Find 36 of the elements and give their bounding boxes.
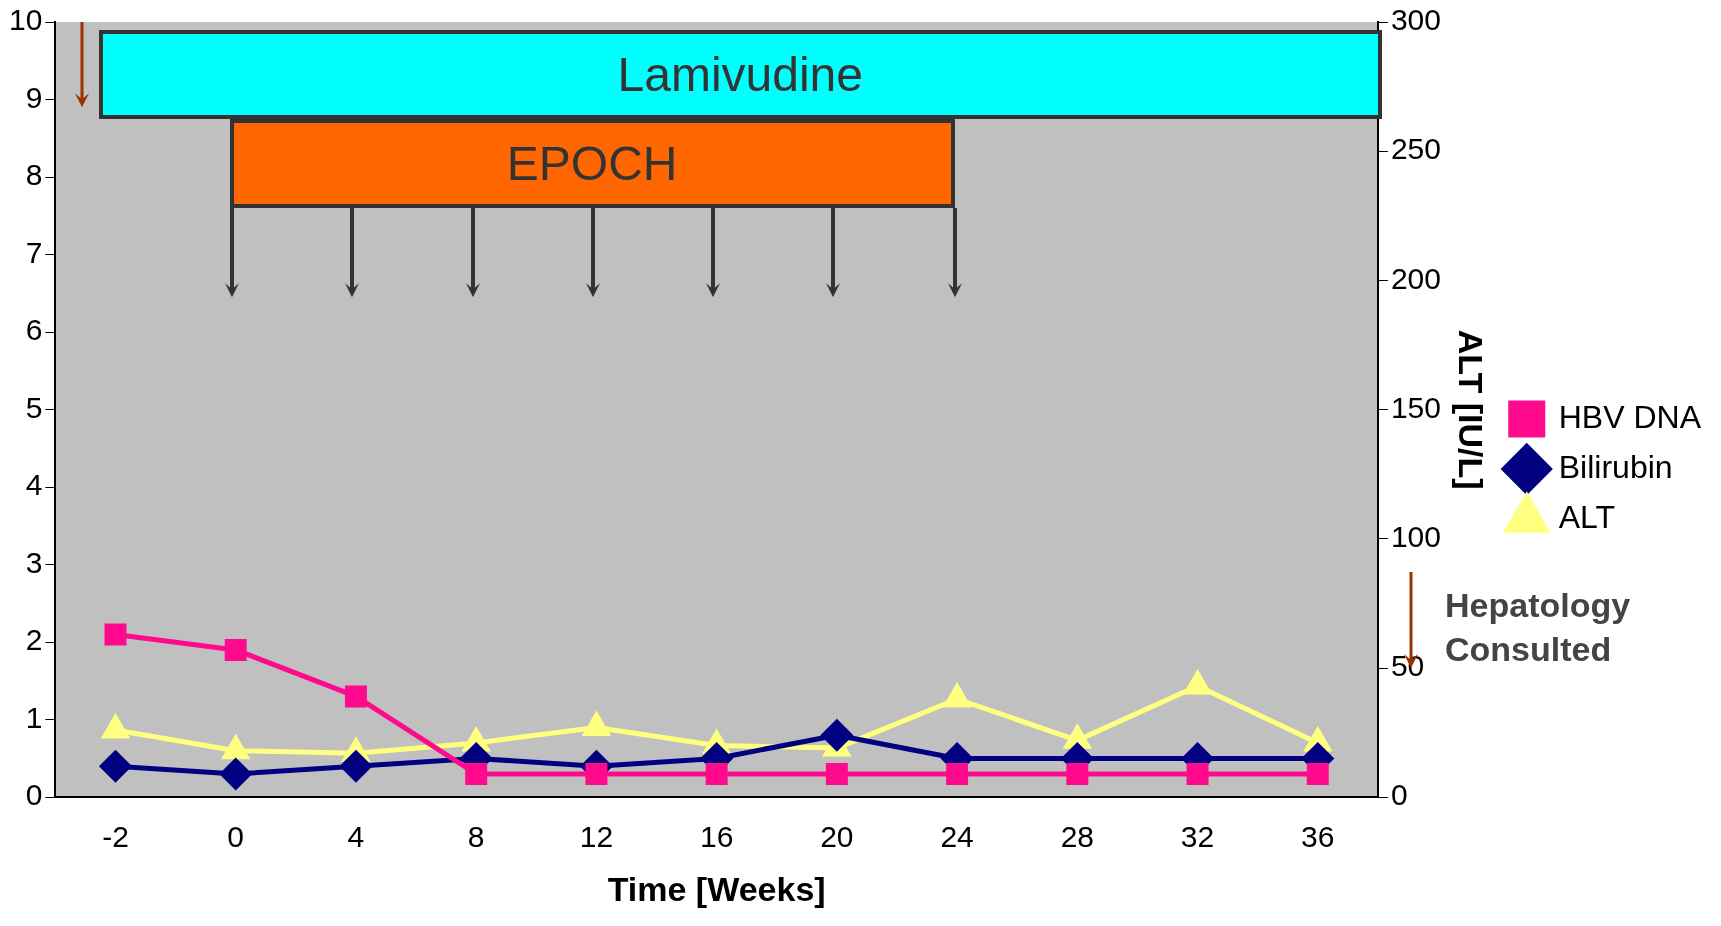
- x-tick-label: 12: [579, 820, 614, 854]
- x-tick-label: 20: [820, 820, 854, 854]
- y2-tick-label: 100: [1390, 520, 1441, 554]
- y-tick-label: 1: [25, 700, 43, 734]
- treatment-box: EPOCH: [229, 118, 955, 209]
- x-tick-label: 16: [699, 820, 734, 854]
- y2-tick-label: 0: [1390, 778, 1408, 812]
- x-tick-label: 24: [940, 820, 974, 854]
- x-axis-title: Time [Weeks]: [607, 869, 826, 908]
- y2-axis-title: ALT [IU/L]: [1451, 329, 1490, 490]
- x-tick-label: 0: [227, 820, 245, 854]
- y-tick-label: 6: [25, 313, 43, 347]
- x-tick-label: 36: [1301, 820, 1335, 854]
- legend-label: HBV DNA: [1558, 398, 1702, 435]
- y-tick-label: 4: [25, 468, 43, 502]
- legend-label: Bilirubin: [1558, 448, 1673, 485]
- y2-tick-label: 150: [1390, 390, 1441, 424]
- y-tick-label: 0: [25, 778, 43, 812]
- y2-tick-label: 250: [1390, 132, 1441, 166]
- x-tick-label: 28: [1060, 820, 1095, 854]
- y-tick-label: 9: [25, 80, 43, 114]
- y-tick-label: 7: [25, 235, 43, 269]
- y-tick-label: 2: [25, 623, 43, 657]
- y2-tick-label: 200: [1390, 261, 1441, 295]
- x-tick-label: 4: [347, 820, 365, 854]
- y-tick-label: 5: [25, 390, 43, 424]
- y-tick-label: 3: [25, 545, 43, 579]
- x-tick-label: -2: [102, 820, 129, 854]
- treatment-box: Lamivudine: [98, 29, 1382, 119]
- x-tick-label: 8: [467, 820, 485, 854]
- x-tick-label: 32: [1180, 820, 1215, 854]
- y-tick-label: 10: [8, 3, 43, 37]
- y-tick-label: 8: [25, 158, 43, 192]
- y2-tick-label: 300: [1390, 3, 1441, 37]
- legend-label: ALT: [1558, 498, 1616, 535]
- text: Hepatology Consulted: [1445, 585, 1632, 670]
